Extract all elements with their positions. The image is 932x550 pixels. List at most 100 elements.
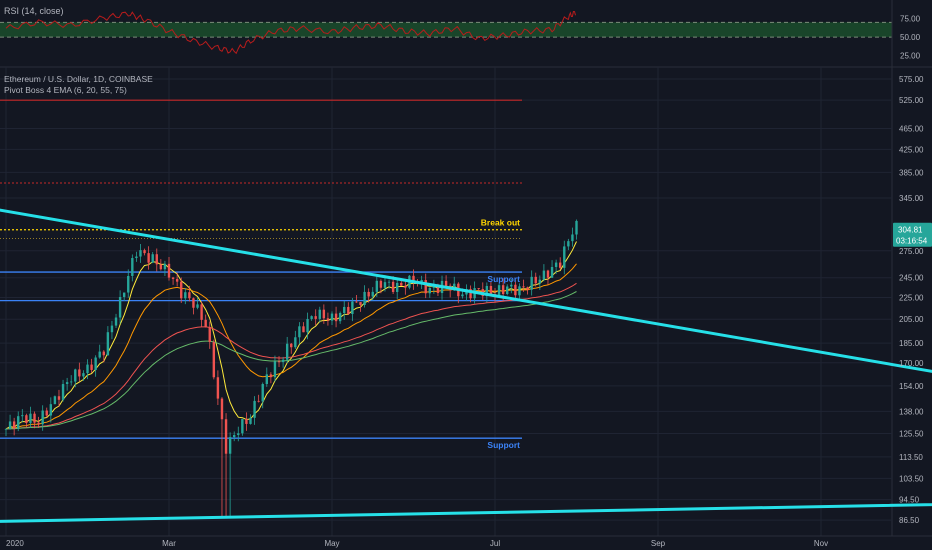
candle-body xyxy=(237,433,240,436)
price-tick-label: 225.00 xyxy=(899,294,924,303)
candle-body xyxy=(167,263,171,278)
candle-body xyxy=(322,309,326,319)
candle-body xyxy=(49,404,53,416)
candle-body xyxy=(298,326,301,338)
candle-body xyxy=(70,381,73,383)
last-price: 304.81 xyxy=(898,226,923,235)
candle-body xyxy=(412,275,415,284)
rsi-tick-label: 25.00 xyxy=(900,51,921,60)
candle-body xyxy=(542,270,546,280)
candle-body xyxy=(122,292,126,298)
candle-body xyxy=(33,413,36,423)
candle-body xyxy=(485,285,489,297)
candle-body xyxy=(212,341,216,378)
candle-body xyxy=(98,351,101,358)
main-panel[interactable]: Ethereum / U.S. Dollar, 1D, COINBASE Piv… xyxy=(0,67,932,536)
candle-body xyxy=(314,316,317,319)
candle-body xyxy=(355,301,358,303)
candle-body xyxy=(269,374,273,378)
rsi-panel[interactable]: RSI (14, close) 75.00 50.00 25.00 xyxy=(0,6,921,60)
candle-body xyxy=(273,361,277,378)
candle-body xyxy=(281,359,285,363)
candle-body xyxy=(17,416,20,429)
candle-body xyxy=(159,264,163,270)
time-tick-label: May xyxy=(324,539,339,548)
candle-body xyxy=(261,384,264,402)
ema-lines xyxy=(5,241,577,430)
candle-body xyxy=(367,291,370,297)
candle-body xyxy=(526,287,529,290)
candle-body xyxy=(41,410,44,425)
candle-body xyxy=(57,396,61,400)
candle-body xyxy=(379,280,383,288)
candle-body xyxy=(25,415,28,423)
candle-body xyxy=(45,410,48,416)
candle-body xyxy=(375,280,379,292)
candle-body xyxy=(106,332,110,356)
time-tick-label: Nov xyxy=(814,539,828,548)
price-tick-label: 154.00 xyxy=(899,382,924,391)
price-tick-label: 185.00 xyxy=(899,339,924,348)
candle-body xyxy=(86,364,89,374)
candle-body xyxy=(196,304,199,308)
candle-body xyxy=(306,319,309,333)
trendlines[interactable] xyxy=(0,208,932,523)
candle-body xyxy=(444,280,448,286)
candle-body xyxy=(302,326,305,333)
price-tick-label: 575.00 xyxy=(899,75,924,84)
rsi-title: RSI (14, close) xyxy=(4,6,64,16)
vertical-grid xyxy=(5,67,822,536)
candle-body xyxy=(290,343,293,348)
candle-body xyxy=(363,291,366,305)
last-price-tag: 304.81 03:16:54 xyxy=(893,222,932,247)
indicator-title: Pivot Boss 4 EMA (6, 20, 55, 75) xyxy=(4,85,127,95)
price-tick-label: 138.00 xyxy=(899,407,924,416)
candle-body xyxy=(29,413,32,423)
candle-body xyxy=(453,283,456,291)
breakout-label: Break out xyxy=(481,218,520,228)
price-tick-label: 345.00 xyxy=(899,194,924,203)
candle-body xyxy=(171,277,175,279)
candle-body xyxy=(338,312,342,322)
price-tick-label: 425.00 xyxy=(899,145,924,154)
time-tick-label: Jul xyxy=(490,539,500,548)
candle-body xyxy=(347,306,350,315)
candle-body xyxy=(318,309,321,319)
candle-body xyxy=(139,250,142,257)
candle-body xyxy=(326,318,330,321)
ema-line xyxy=(5,291,577,430)
candle-body xyxy=(571,234,574,242)
time-tick-label: 2020 xyxy=(6,539,24,548)
time-axis[interactable]: 2020MarMayJulSepNov2021MarMayJulSepNov xyxy=(6,539,932,548)
candle-body xyxy=(554,262,558,267)
candle-body xyxy=(383,282,387,288)
price-tick-label: 113.50 xyxy=(899,453,923,462)
candle-body xyxy=(538,279,542,284)
candle-body xyxy=(461,294,464,297)
support-lower-label: Support xyxy=(487,440,520,450)
last-price-tag-bg xyxy=(893,222,932,247)
candle-body xyxy=(241,418,244,434)
price-axis[interactable]: 575.00 525.00 465.00 425.00 385.00 345.00 275.… xyxy=(899,75,924,525)
descending-trendline xyxy=(0,208,932,373)
symbol-title: Ethereum / U.S. Dollar, 1D, COINBASE xyxy=(4,74,153,84)
candle-body xyxy=(567,241,570,247)
candle-body xyxy=(424,280,427,294)
candle-body xyxy=(12,421,16,429)
candle-body xyxy=(233,435,236,438)
countdown: 03:16:54 xyxy=(896,237,928,246)
rsi-tick-label: 75.00 xyxy=(900,15,921,24)
price-tick-label: 275.00 xyxy=(899,247,924,256)
candle-body xyxy=(469,289,472,299)
candle-body xyxy=(534,276,537,284)
ema-line xyxy=(5,263,577,430)
candles xyxy=(4,219,578,517)
rsi-line xyxy=(5,10,576,55)
candle-body xyxy=(265,374,268,385)
candle-body xyxy=(192,298,195,308)
candle-body xyxy=(257,400,260,402)
candle-body xyxy=(249,417,252,424)
candle-body xyxy=(82,373,85,377)
candle-body xyxy=(204,319,207,328)
